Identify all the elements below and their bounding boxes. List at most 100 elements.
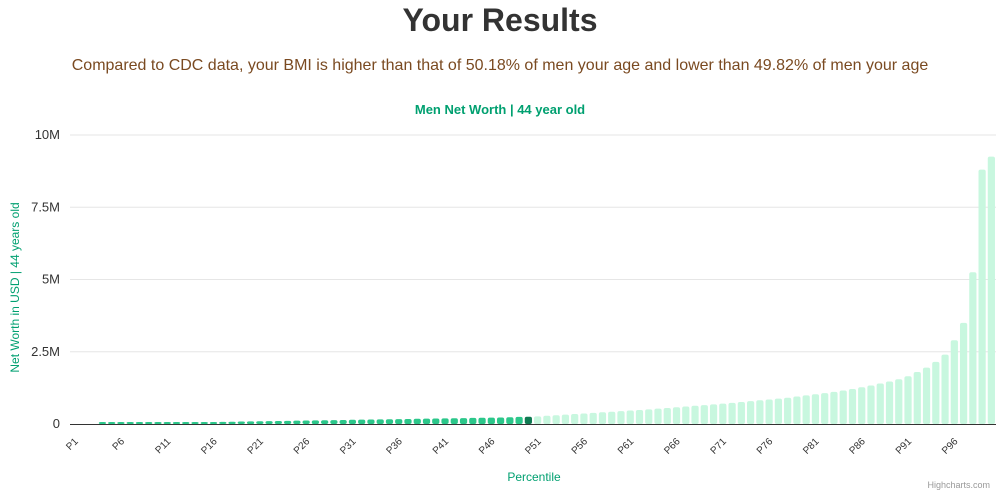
bar[interactable] (728, 402, 736, 424)
bar[interactable] (395, 419, 403, 424)
bar[interactable] (450, 418, 458, 424)
bar[interactable] (950, 340, 958, 424)
bar[interactable] (496, 417, 505, 425)
bar[interactable] (747, 401, 755, 424)
bar[interactable] (876, 383, 884, 424)
bar[interactable] (246, 421, 255, 424)
bar[interactable] (404, 418, 412, 424)
bar[interactable] (200, 422, 208, 424)
bar[interactable] (895, 379, 903, 424)
bar[interactable] (534, 416, 542, 424)
bar-highlight[interactable] (524, 416, 532, 424)
bar[interactable] (922, 367, 931, 424)
bar[interactable] (654, 408, 662, 424)
bar[interactable] (219, 421, 227, 424)
bar[interactable] (941, 354, 949, 424)
bar[interactable] (802, 395, 810, 424)
bar[interactable] (811, 394, 820, 424)
bar[interactable] (858, 387, 866, 424)
bar[interactable] (209, 421, 218, 424)
bar[interactable] (598, 412, 607, 424)
bar[interactable] (348, 419, 357, 424)
bar[interactable] (904, 376, 912, 424)
bar[interactable] (839, 390, 847, 424)
bar[interactable] (589, 412, 597, 424)
bar[interactable] (719, 403, 727, 424)
bar[interactable] (367, 419, 375, 424)
bar[interactable] (182, 422, 190, 424)
bar[interactable] (756, 400, 764, 424)
bar[interactable] (293, 420, 301, 424)
bar[interactable] (672, 407, 681, 424)
bar[interactable] (793, 396, 801, 424)
bar[interactable] (256, 421, 264, 424)
bar[interactable] (358, 419, 366, 424)
bar[interactable] (330, 420, 338, 424)
bar[interactable] (885, 381, 894, 424)
bar[interactable] (145, 422, 153, 424)
bar[interactable] (487, 417, 495, 424)
bar[interactable] (108, 422, 116, 424)
bar[interactable] (422, 418, 431, 424)
bar[interactable] (561, 414, 570, 424)
bar[interactable] (626, 410, 634, 424)
bar[interactable] (987, 156, 995, 424)
bar[interactable] (135, 422, 144, 424)
bar[interactable] (543, 415, 551, 424)
bar[interactable] (284, 420, 292, 424)
bar[interactable] (98, 422, 107, 424)
bar[interactable] (700, 405, 708, 424)
bar[interactable] (321, 420, 329, 424)
x-tick-label: P91 (894, 436, 915, 457)
bar[interactable] (459, 418, 468, 424)
bar[interactable] (163, 422, 171, 424)
bar[interactable] (830, 391, 838, 424)
bar[interactable] (339, 419, 347, 424)
bar[interactable] (552, 415, 560, 424)
credits-link[interactable]: Highcharts.com (927, 480, 990, 490)
bar[interactable] (311, 420, 319, 424)
bar[interactable] (274, 420, 282, 424)
bar[interactable] (117, 422, 125, 424)
bar[interactable] (506, 417, 514, 424)
bar[interactable] (191, 422, 199, 424)
bar[interactable] (691, 405, 699, 424)
bar[interactable] (709, 404, 718, 424)
bar[interactable] (580, 413, 588, 424)
bar[interactable] (978, 169, 986, 424)
bar[interactable] (932, 361, 940, 424)
bar[interactable] (265, 421, 273, 424)
bar[interactable] (432, 418, 440, 424)
bar[interactable] (913, 371, 921, 424)
bar[interactable] (608, 411, 616, 424)
bar[interactable] (848, 389, 857, 424)
bar[interactable] (385, 419, 394, 424)
bar[interactable] (302, 420, 310, 424)
bar[interactable] (617, 411, 625, 424)
bar[interactable] (154, 422, 162, 424)
bar[interactable] (774, 398, 782, 424)
bar[interactable] (376, 419, 384, 424)
bar[interactable] (478, 417, 486, 424)
bar[interactable] (969, 272, 977, 424)
bar-series[interactable] (98, 156, 995, 425)
bar[interactable] (765, 399, 773, 424)
bar[interactable] (515, 416, 523, 424)
bar[interactable] (821, 393, 829, 424)
bar[interactable] (469, 417, 477, 424)
bar[interactable] (867, 385, 875, 424)
bar[interactable] (237, 421, 245, 424)
bar[interactable] (571, 414, 579, 424)
bar[interactable] (413, 418, 421, 424)
bar[interactable] (784, 397, 792, 424)
bar[interactable] (959, 322, 968, 424)
bar[interactable] (645, 409, 653, 424)
bar[interactable] (228, 421, 236, 424)
bar[interactable] (737, 402, 745, 424)
bar[interactable] (172, 422, 181, 424)
bar[interactable] (126, 422, 134, 424)
bar[interactable] (635, 409, 644, 424)
bar[interactable] (441, 418, 449, 424)
bar[interactable] (682, 406, 690, 424)
bar[interactable] (663, 407, 671, 424)
